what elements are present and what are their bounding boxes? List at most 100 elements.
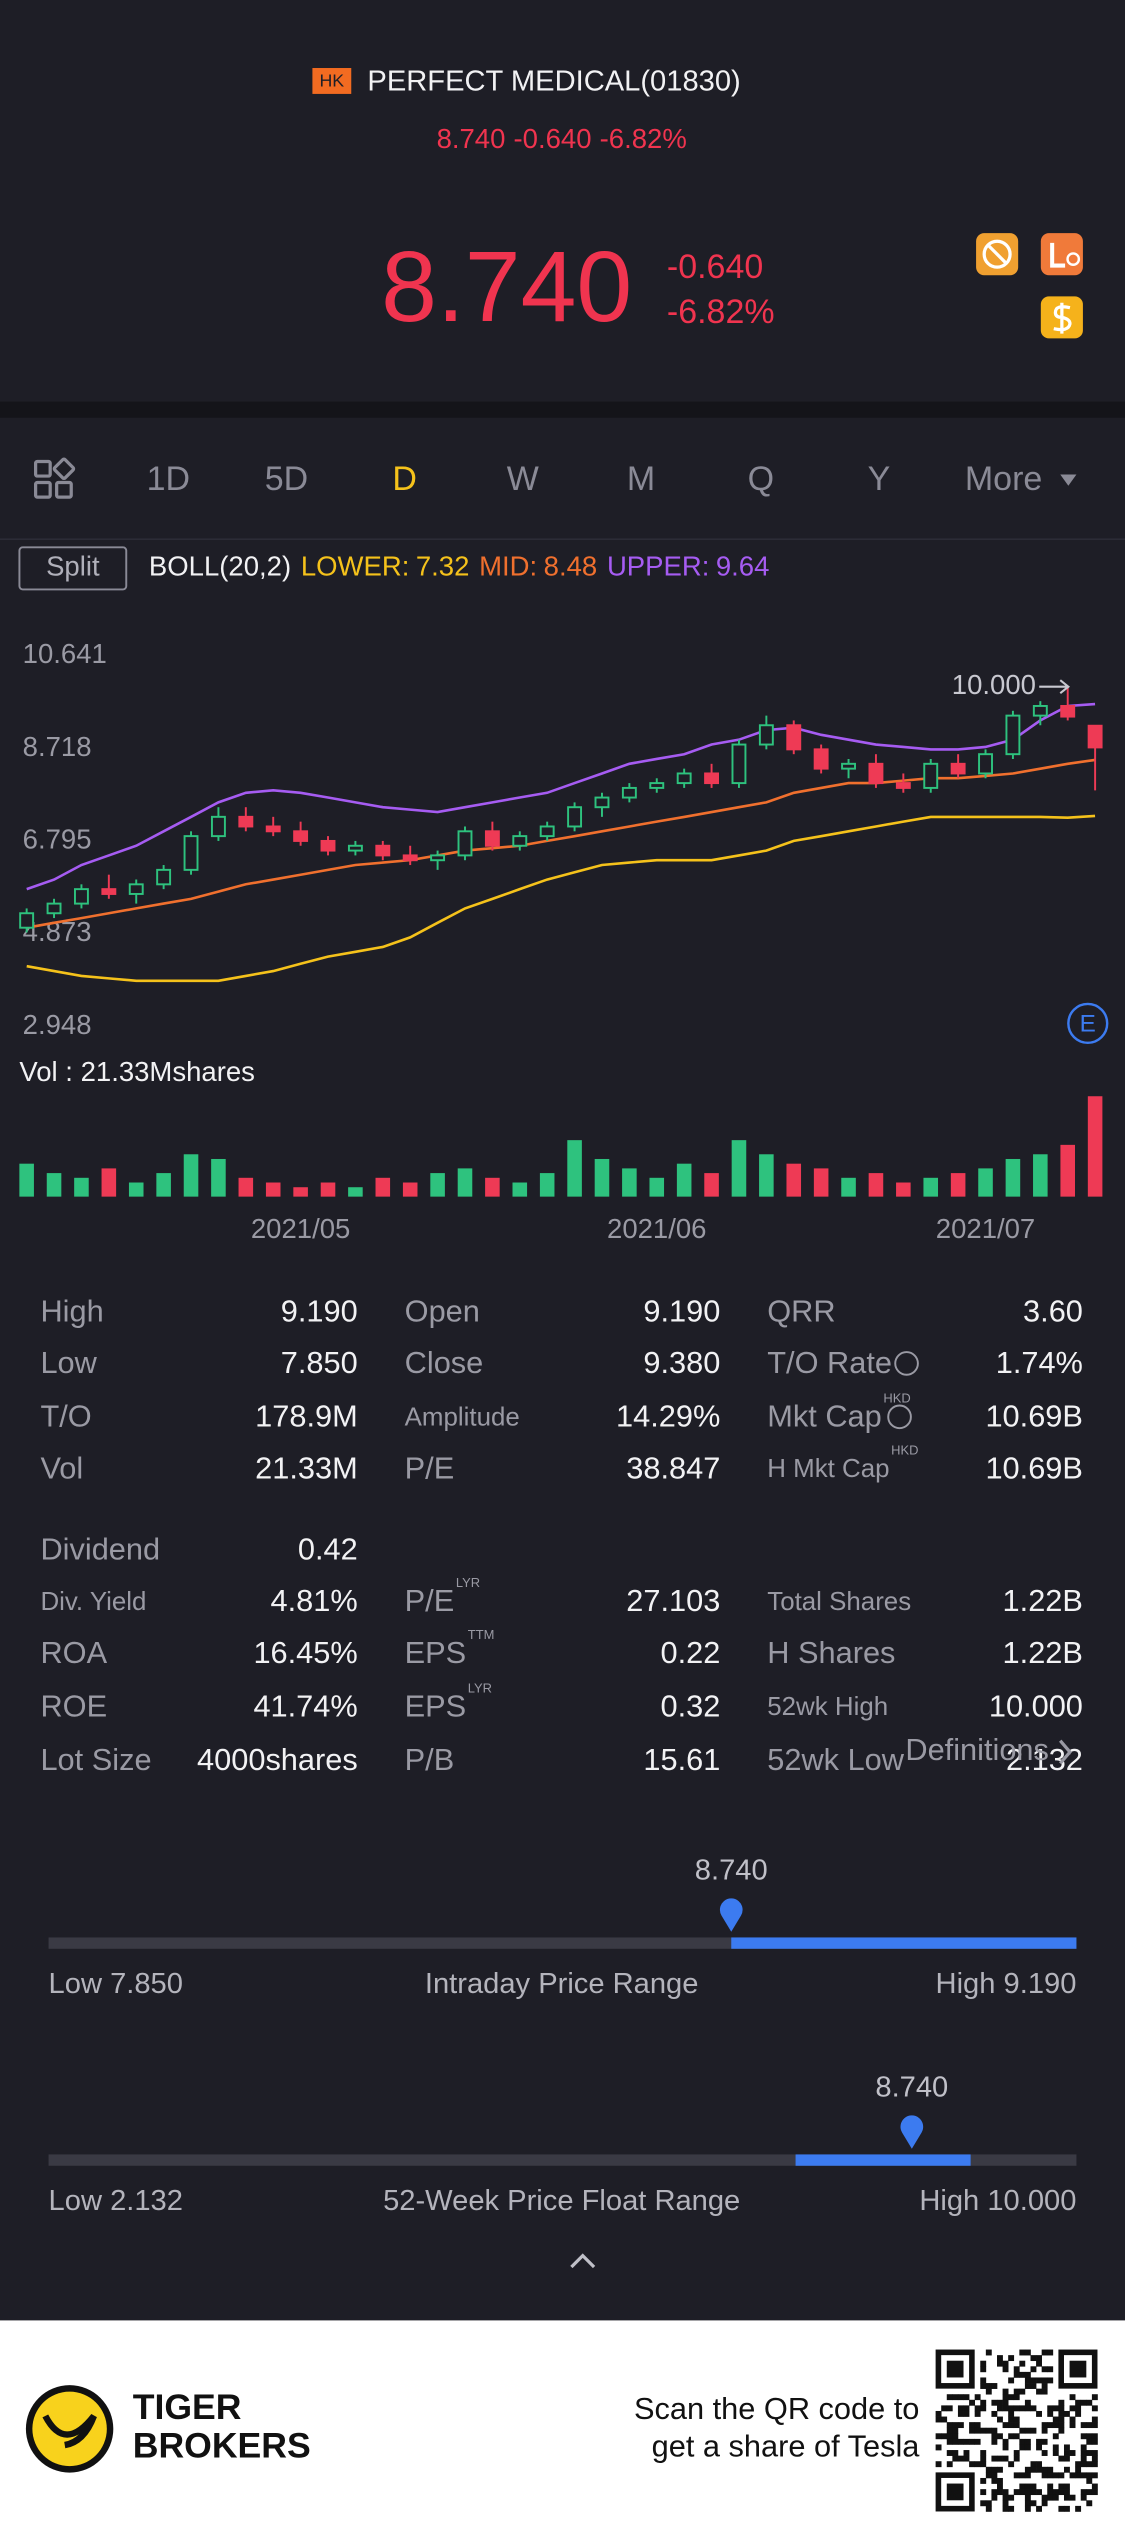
tab[interactable]: M xyxy=(627,460,655,498)
qr-module xyxy=(1058,2405,1065,2412)
qr-module xyxy=(969,2427,976,2434)
icon-glyph xyxy=(982,239,1012,269)
qr-module xyxy=(1008,2494,1015,2501)
qr-module xyxy=(1002,2388,1009,2395)
volume-bar xyxy=(320,1182,336,1197)
qr-module xyxy=(997,2455,1003,2462)
stat-label: P/B xyxy=(405,1742,455,1777)
qr-module xyxy=(1036,2505,1042,2512)
candle-body xyxy=(19,912,35,929)
qr-module xyxy=(991,2427,998,2434)
icon-glyph xyxy=(1053,302,1072,334)
qr-module xyxy=(1069,2472,1076,2479)
stat-label: Lot Size xyxy=(40,1742,151,1777)
qr-module xyxy=(957,2455,964,2462)
qr-module xyxy=(935,2410,942,2417)
qr-module xyxy=(1041,2472,1048,2479)
layout-icon[interactable] xyxy=(33,457,76,499)
candle-body xyxy=(73,888,89,905)
qr-module xyxy=(1091,2422,1098,2429)
qr-module xyxy=(1047,2349,1054,2356)
volume-bar xyxy=(293,1187,308,1197)
high-annotation: 10.000 xyxy=(952,669,1036,700)
stat-value: 1.74% xyxy=(996,1345,1083,1380)
info-icon[interactable] xyxy=(887,1404,912,1430)
qr-module xyxy=(1086,2450,1093,2456)
qr-module xyxy=(991,2433,998,2440)
change: -0.640 xyxy=(667,248,763,286)
collapse-chevron[interactable] xyxy=(570,2253,596,2269)
tab[interactable]: 1D xyxy=(147,460,190,498)
qr-module xyxy=(1041,2383,1048,2389)
qr-module xyxy=(1075,2505,1082,2512)
qr-module xyxy=(1058,2489,1065,2496)
candle-body xyxy=(895,782,911,789)
qr-module xyxy=(1030,2405,1037,2412)
qr-module xyxy=(969,2438,976,2445)
qr-module xyxy=(1019,2371,1026,2378)
tab[interactable]: Q xyxy=(748,460,774,498)
qr-module xyxy=(1052,2494,1059,2501)
qr-module xyxy=(980,2461,987,2468)
volume-bar xyxy=(375,1177,391,1197)
tab[interactable]: W xyxy=(507,460,539,498)
qr-module xyxy=(1058,2399,1065,2406)
qr-module xyxy=(1041,2377,1048,2384)
definitions-link[interactable]: Definitions xyxy=(905,1732,1049,1767)
qr-module xyxy=(974,2405,981,2412)
annotation-arrow xyxy=(1039,679,1071,694)
qr-module xyxy=(952,2438,959,2445)
tab[interactable]: D xyxy=(392,460,417,498)
stat-value: 10.69B xyxy=(985,1399,1082,1434)
qr-module xyxy=(1030,2489,1037,2496)
header-icons xyxy=(976,233,1083,339)
qr-module xyxy=(1080,2472,1087,2479)
candle-body xyxy=(128,883,144,895)
qr-module xyxy=(1013,2472,1020,2479)
stat-sup: LYR xyxy=(456,1575,480,1590)
candle-body xyxy=(101,888,117,895)
qr-module xyxy=(1052,2450,1059,2456)
qr-module xyxy=(1069,2494,1076,2501)
stat-label: Dividend xyxy=(40,1531,160,1566)
legend-name: UPPER: xyxy=(607,551,709,582)
tab[interactable]: 5D xyxy=(265,460,308,498)
split-button[interactable] xyxy=(18,546,128,591)
qr-module xyxy=(952,2394,959,2401)
stat-label: T/O xyxy=(40,1399,91,1434)
volume-bar xyxy=(567,1140,582,1197)
range-high-label: High xyxy=(919,2185,979,2217)
qr-module xyxy=(1075,2399,1082,2406)
qr-module xyxy=(946,2405,953,2412)
stat-value: 1.22B xyxy=(1003,1583,1083,1618)
brand: BROKERS xyxy=(133,2426,311,2466)
candle-body xyxy=(1032,705,1048,717)
logo xyxy=(32,2391,107,2467)
stat-label: Amplitude xyxy=(405,1403,520,1431)
qr-module xyxy=(1080,2455,1087,2462)
qr-module xyxy=(1047,2366,1054,2373)
qr-module xyxy=(1036,2388,1042,2395)
event-marker-ring[interactable] xyxy=(1067,1002,1109,1045)
stat-label: EPS xyxy=(405,1688,467,1723)
qr-module xyxy=(980,2500,987,2507)
stat-label: Vol xyxy=(40,1450,83,1485)
qr-module xyxy=(1086,2489,1093,2496)
volume-bar xyxy=(622,1168,637,1197)
volume-bar xyxy=(649,1177,665,1197)
volume-bar xyxy=(704,1173,719,1197)
qr-module xyxy=(1052,2433,1059,2440)
qr-module xyxy=(1080,2422,1087,2429)
info-icon[interactable] xyxy=(894,1351,919,1376)
tab[interactable]: More xyxy=(965,460,1042,498)
qr-module xyxy=(1052,2472,1059,2479)
qr-module xyxy=(1052,2489,1059,2496)
qr-module xyxy=(1091,2455,1098,2462)
tab[interactable]: Y xyxy=(868,460,891,498)
volume-bar xyxy=(430,1173,445,1197)
volume-bar xyxy=(265,1182,281,1197)
qr-module xyxy=(957,2438,964,2445)
qr-module xyxy=(1058,2472,1065,2479)
